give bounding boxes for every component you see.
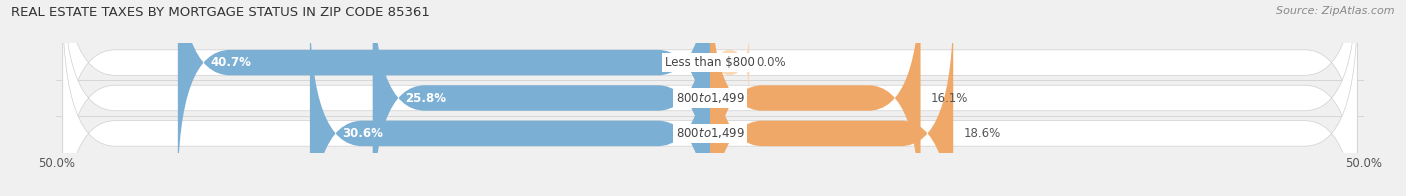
FancyBboxPatch shape: [710, 0, 921, 196]
Text: Less than $800: Less than $800: [665, 56, 755, 69]
Text: REAL ESTATE TAXES BY MORTGAGE STATUS IN ZIP CODE 85361: REAL ESTATE TAXES BY MORTGAGE STATUS IN …: [11, 6, 430, 19]
Legend: Without Mortgage, With Mortgage: Without Mortgage, With Mortgage: [581, 193, 839, 196]
Text: 18.6%: 18.6%: [963, 127, 1001, 140]
FancyBboxPatch shape: [63, 5, 1357, 196]
Text: 30.6%: 30.6%: [343, 127, 384, 140]
FancyBboxPatch shape: [177, 0, 710, 191]
Text: $800 to $1,499: $800 to $1,499: [675, 126, 745, 140]
FancyBboxPatch shape: [309, 5, 710, 196]
Text: 25.8%: 25.8%: [405, 92, 446, 104]
FancyBboxPatch shape: [710, 22, 749, 103]
Text: $800 to $1,499: $800 to $1,499: [675, 91, 745, 105]
FancyBboxPatch shape: [63, 0, 1357, 191]
Text: 40.7%: 40.7%: [211, 56, 252, 69]
FancyBboxPatch shape: [710, 5, 953, 196]
Text: 16.1%: 16.1%: [931, 92, 969, 104]
FancyBboxPatch shape: [373, 0, 710, 196]
FancyBboxPatch shape: [63, 0, 1357, 196]
Text: 0.0%: 0.0%: [756, 56, 786, 69]
Text: Source: ZipAtlas.com: Source: ZipAtlas.com: [1277, 6, 1395, 16]
